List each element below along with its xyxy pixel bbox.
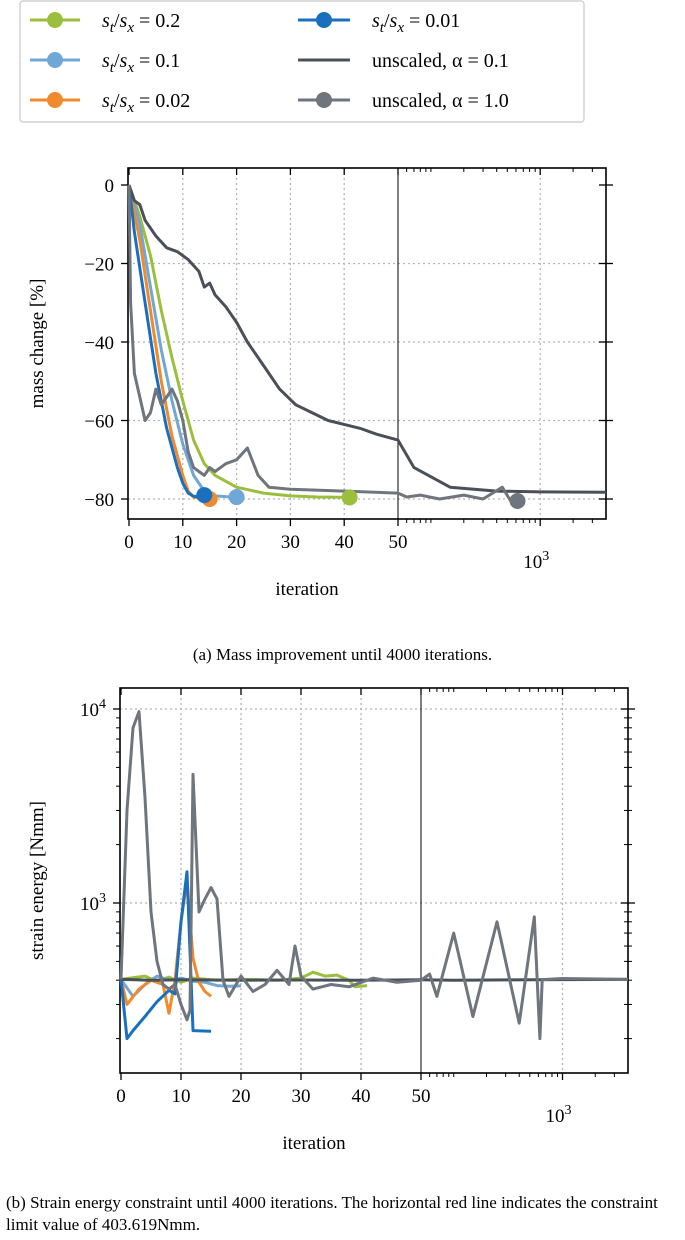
- legend-entry-s-t-s-x-0-2: st/sx = 0.2: [30, 10, 180, 36]
- x-ticks: 0 10 20 30 40 50 103: [124, 168, 593, 573]
- x-tick-label: 20: [232, 1086, 251, 1107]
- x-tick-label: 0: [116, 1086, 126, 1107]
- x-tick-label: 103: [523, 549, 549, 573]
- series-line-unscaled-0-1: [127, 184, 607, 494]
- axes-frame: [127, 167, 607, 520]
- grid: [128, 168, 606, 519]
- x-tick-label: 30: [292, 1086, 311, 1107]
- end-marker-s-t-s-x-0-01: [196, 487, 213, 504]
- x-tick-label: 40: [335, 532, 354, 553]
- x-tick-label: 50: [412, 1086, 431, 1107]
- end-marker-s-t-s-x-0-1: [228, 489, 245, 506]
- y-tick-label: −80: [84, 490, 114, 511]
- legend-label: st/sx = 0.01: [372, 10, 460, 36]
- y-tick-label: −60: [84, 412, 114, 433]
- x-tick-label: 0: [124, 532, 134, 553]
- series-line-unscaled-0-1: [120, 977, 629, 982]
- series-line-s-t-s-x-0-01: [127, 184, 205, 499]
- y-ticks: 103 104: [80, 697, 635, 1040]
- series-line-unscaled-1-0: [127, 184, 518, 505]
- series-group: [119, 710, 629, 1041]
- x-axis-label: iteration: [282, 1133, 346, 1154]
- x-tick-label: 40: [352, 1086, 371, 1107]
- legend-entry-unscaled-1-0: unscaled, α = 1.0: [298, 90, 509, 112]
- end-marker-unscaled-1-0: [509, 492, 526, 509]
- y-tick-label: 103: [80, 891, 106, 915]
- legend-entry-s-t-s-x-0-01: st/sx = 0.01: [298, 10, 460, 36]
- mass-change-chart: 0 10 20 30 40 50 103 0 −20 −40 −60 −80 iteration mass…: [27, 167, 613, 600]
- y-tick-label: 0: [105, 176, 115, 197]
- legend-marker: [47, 52, 63, 68]
- caption-a: (a) Mass improvement until 4000 iteratio…: [192, 645, 493, 664]
- legend-marker: [47, 92, 63, 108]
- x-tick-label: 30: [281, 532, 300, 553]
- x-axis-label: iteration: [275, 579, 339, 600]
- legend-label: st/sx = 0.2: [102, 10, 180, 36]
- legend: st/sx = 0.2 st/sx = 0.1 st/sx = 0.02 st/sx …: [19, 0, 585, 123]
- series-line-s-t-s-x-0-1: [127, 184, 237, 499]
- legend-label: st/sx = 0.1: [102, 50, 180, 76]
- x-tick-label: 10: [172, 1086, 191, 1107]
- x-tick-label: 20: [227, 532, 246, 553]
- y-tick-label: −20: [84, 255, 114, 276]
- x-tick-label: 50: [389, 532, 408, 553]
- x-ticks: 0 10 20 30 40 50 103: [116, 688, 615, 1127]
- legend-label: st/sx = 0.02: [102, 90, 190, 116]
- x-tick-label: 103: [546, 1103, 572, 1127]
- y-tick-label: −40: [84, 333, 114, 354]
- series-line-unscaled-1-0: [119, 710, 629, 1041]
- series-group: [127, 184, 607, 509]
- end-marker-s-t-s-x-0-2: [341, 489, 358, 506]
- y-ticks: 0 −20 −40 −60 −80: [84, 176, 613, 511]
- strain-energy-chart: 0 10 20 30 40 50 103 103 104 iteration strain ener…: [27, 687, 635, 1154]
- legend-marker: [316, 92, 332, 108]
- y-axis-label: mass change [%]: [27, 279, 48, 409]
- x-tick-label: 10: [173, 532, 192, 553]
- series-line-s-t-s-x-0-2: [127, 184, 350, 499]
- legend-marker: [47, 12, 63, 28]
- y-axis-label: strain energy [Nmm]: [27, 801, 48, 960]
- caption-b: (b) Strain energy constraint until 4000 …: [6, 1193, 658, 1234]
- legend-label: unscaled, α = 1.0: [372, 90, 509, 112]
- legend-entry-unscaled-0-1: unscaled, α = 0.1: [298, 50, 509, 72]
- legend-entry-s-t-s-x-0-1: st/sx = 0.1: [30, 50, 180, 76]
- grid: [120, 688, 628, 1073]
- legend-entry-s-t-s-x-0-02: st/sx = 0.02: [30, 90, 190, 116]
- legend-marker: [316, 12, 332, 28]
- y-tick-label: 104: [80, 697, 106, 721]
- axes-frame: [119, 687, 629, 1074]
- legend-label: unscaled, α = 0.1: [372, 50, 509, 72]
